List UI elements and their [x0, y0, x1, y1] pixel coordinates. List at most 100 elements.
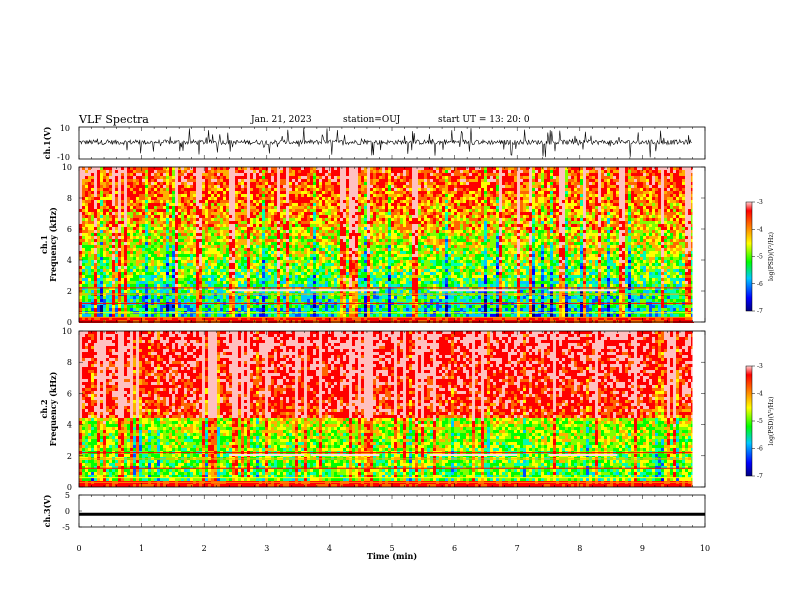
spectrogram-cell — [322, 299, 325, 302]
spectrogram-cell — [241, 269, 244, 272]
spectrogram-cell — [220, 218, 223, 221]
spectrogram-cell — [151, 170, 154, 173]
spectrogram-cell — [124, 221, 127, 224]
spectrogram-cell — [136, 173, 139, 176]
spectrogram-cell — [301, 188, 304, 191]
spectrogram-cell — [271, 167, 274, 170]
spectrogram-cell — [148, 188, 151, 191]
spectrogram-cell — [163, 167, 166, 170]
spectrogram-cell — [220, 272, 223, 275]
spectrogram-cell — [82, 215, 85, 218]
spectrogram-cell — [88, 299, 91, 302]
spectrogram-cell — [241, 320, 244, 323]
spectrogram-cell — [310, 227, 313, 230]
spectrogram-cell — [97, 200, 100, 203]
spectrogram-cell — [235, 308, 238, 311]
spectrogram-cell — [124, 314, 127, 317]
spectrogram-cell — [124, 227, 127, 230]
spectrogram-cell — [115, 215, 118, 218]
spectrogram-cell — [190, 287, 193, 290]
spectrogram-cell — [244, 212, 247, 215]
spectrogram-cell — [145, 263, 148, 266]
spectrogram-cell — [319, 242, 322, 245]
spectrogram-cell — [199, 212, 202, 215]
spectrogram-cell — [157, 248, 160, 251]
spectrogram-cell — [91, 209, 94, 212]
spectrogram-cell — [100, 197, 103, 200]
spectrogram-cell — [337, 275, 340, 278]
spectrogram-cell — [151, 263, 154, 266]
spectrogram-cell — [247, 245, 250, 248]
spectrogram-cell — [163, 281, 166, 284]
spectrogram-cell — [286, 176, 289, 179]
spectrogram-cell — [115, 218, 118, 221]
spectrogram-cell — [337, 188, 340, 191]
spectrogram-cell — [91, 221, 94, 224]
spectrogram-cell — [313, 299, 316, 302]
spectrogram-cell — [133, 320, 136, 323]
spectrogram-cell — [358, 197, 361, 200]
spectrogram-cell — [295, 254, 298, 257]
spectrogram-cell — [94, 308, 97, 311]
spectrogram-cell — [328, 185, 331, 188]
spectrogram-cell — [274, 224, 277, 227]
spectrogram-cell — [241, 281, 244, 284]
spectrogram-cell — [277, 242, 280, 245]
spectrogram-cell — [259, 320, 262, 323]
spectrogram-cell — [259, 272, 262, 275]
spectrogram-cell — [283, 236, 286, 239]
spectrogram-cell — [241, 248, 244, 251]
spectrogram-cell — [208, 263, 211, 266]
spectrogram-cell — [346, 299, 349, 302]
spectrogram-cell — [121, 317, 124, 320]
spectrogram-cell — [160, 167, 163, 170]
spectrogram-cell — [82, 197, 85, 200]
spectrogram-cell — [118, 269, 121, 272]
spectrogram-cell — [139, 248, 142, 251]
spectrogram-cell — [259, 176, 262, 179]
spectrogram-cell — [259, 215, 262, 218]
spectrogram-cell — [241, 182, 244, 185]
spectrogram-cell — [289, 296, 292, 299]
spectrogram-cell — [295, 194, 298, 197]
spectrogram-cell — [223, 239, 226, 242]
spectrogram-cell — [322, 200, 325, 203]
spectrogram-cell — [232, 281, 235, 284]
spectrogram-cell — [91, 173, 94, 176]
spectrogram-cell — [124, 308, 127, 311]
spectrogram-cell — [97, 239, 100, 242]
spectrogram-cell — [340, 320, 343, 323]
spectrogram-cell — [346, 191, 349, 194]
spectrogram-cell — [328, 287, 331, 290]
spectrogram-cell — [238, 296, 241, 299]
spectrogram-cell — [196, 245, 199, 248]
spectrogram-cell — [247, 305, 250, 308]
spectrogram-cell — [316, 263, 319, 266]
spectrogram-cell — [238, 167, 241, 170]
spectrogram-cell — [97, 320, 100, 323]
spectrogram-cell — [283, 281, 286, 284]
spectrogram-cell — [238, 236, 241, 239]
spectrogram-cell — [283, 263, 286, 266]
spectrogram-cell — [286, 179, 289, 182]
spectrogram-cell — [193, 257, 196, 260]
spectrogram-cell — [202, 176, 205, 179]
spectrogram-cell — [157, 299, 160, 302]
spectrogram-cell — [160, 257, 163, 260]
spectrogram-cell — [355, 212, 358, 215]
spectrogram-cell — [277, 182, 280, 185]
spectrogram-cell — [340, 197, 343, 200]
spectrogram-cell — [181, 296, 184, 299]
spectrogram-cell — [262, 299, 265, 302]
spectrogram-cell — [220, 281, 223, 284]
spectrogram-cell — [337, 221, 340, 224]
spectrogram-cell — [106, 320, 109, 323]
spectrogram-cell — [115, 245, 118, 248]
spectrogram-cell — [211, 296, 214, 299]
spectrogram-cell — [181, 254, 184, 257]
spectrogram-cell — [217, 176, 220, 179]
spectrogram-cell — [301, 212, 304, 215]
spectrogram-cell — [169, 191, 172, 194]
spectrogram-cell — [178, 242, 181, 245]
spectrogram-cell — [232, 233, 235, 236]
